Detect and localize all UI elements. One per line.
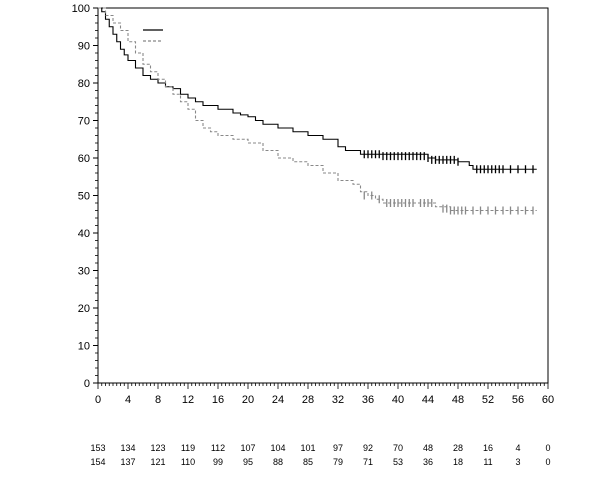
risk-count: 121 — [150, 457, 165, 467]
x-tick-label: 40 — [392, 394, 404, 406]
x-tick-label: 52 — [482, 394, 494, 406]
x-tick-label: 8 — [155, 394, 161, 406]
risk-count: 92 — [363, 443, 373, 453]
survival-curve-2 — [98, 7, 537, 212]
plot-frame — [97, 7, 549, 384]
risk-count: 101 — [300, 443, 315, 453]
risk-count: 48 — [423, 443, 433, 453]
x-tick-label: 32 — [332, 394, 344, 406]
x-tick-label: 48 — [452, 394, 464, 406]
x-tick-label: 12 — [182, 394, 194, 406]
risk-count: 104 — [270, 443, 285, 453]
y-tick-label: 10 — [78, 341, 90, 353]
risk-count: 0 — [545, 443, 550, 453]
risk-count: 18 — [453, 457, 463, 467]
risk-count: 36 — [423, 457, 433, 467]
legend — [143, 29, 163, 42]
risk-count: 107 — [240, 443, 255, 453]
risk-count: 134 — [120, 443, 135, 453]
risk-count: 70 — [393, 443, 403, 453]
x-tick-label: 0 — [95, 394, 101, 406]
risk-count: 85 — [303, 457, 313, 467]
y-tick-label: 20 — [78, 303, 90, 315]
risk-count: 71 — [363, 457, 373, 467]
risk-count: 11 — [483, 457, 492, 467]
x-tick-label: 60 — [542, 394, 554, 406]
risk-count: 79 — [333, 457, 343, 467]
y-tick-label: 80 — [78, 78, 90, 90]
risk-count: 123 — [150, 443, 165, 453]
x-tick-label: 44 — [422, 394, 434, 406]
risk-count: 3 — [515, 457, 520, 467]
plot-area — [97, 7, 549, 384]
risk-count: 97 — [333, 443, 343, 453]
risk-count: 119 — [181, 443, 195, 453]
risk-table: 153 134 123 119 112 107 104 101 97 92 70 48 28 16 4 0 15… — [90, 443, 550, 467]
survival-curve-1 — [98, 7, 537, 170]
x-tick-label: 20 — [242, 394, 254, 406]
series-layer — [98, 7, 537, 215]
risk-count: 88 — [273, 457, 283, 467]
x-tick-label: 4 — [125, 394, 131, 406]
risk-count: 16 — [483, 443, 493, 453]
risk-count: 53 — [393, 457, 403, 467]
risk-count: 153 — [90, 443, 105, 453]
y-tick-label: 100 — [72, 3, 90, 15]
risk-count: 112 — [211, 443, 225, 453]
risk-count: 28 — [453, 443, 463, 453]
x-tick-label: 36 — [362, 394, 374, 406]
risk-count: 99 — [213, 457, 223, 467]
risk-count: 154 — [90, 457, 105, 467]
x-tick-label: 24 — [272, 394, 284, 406]
risk-count: 95 — [243, 457, 253, 467]
y-tick-label: 0 — [84, 378, 90, 390]
risk-count: 0 — [545, 457, 550, 467]
y-tick-label: 50 — [78, 191, 90, 203]
risk-count: 4 — [515, 443, 520, 453]
y-tick-label: 60 — [78, 153, 90, 165]
x-tick-label: 28 — [302, 394, 314, 406]
y-tick-label: 30 — [78, 266, 90, 278]
risk-count: 110 — [181, 457, 195, 467]
y-tick-label: 40 — [78, 228, 90, 240]
y-tick-label: 70 — [78, 116, 90, 128]
x-tick-label: 16 — [212, 394, 224, 406]
risk-count: 137 — [120, 457, 135, 467]
y-tick-label: 90 — [78, 41, 90, 53]
x-tick-label: 56 — [512, 394, 524, 406]
